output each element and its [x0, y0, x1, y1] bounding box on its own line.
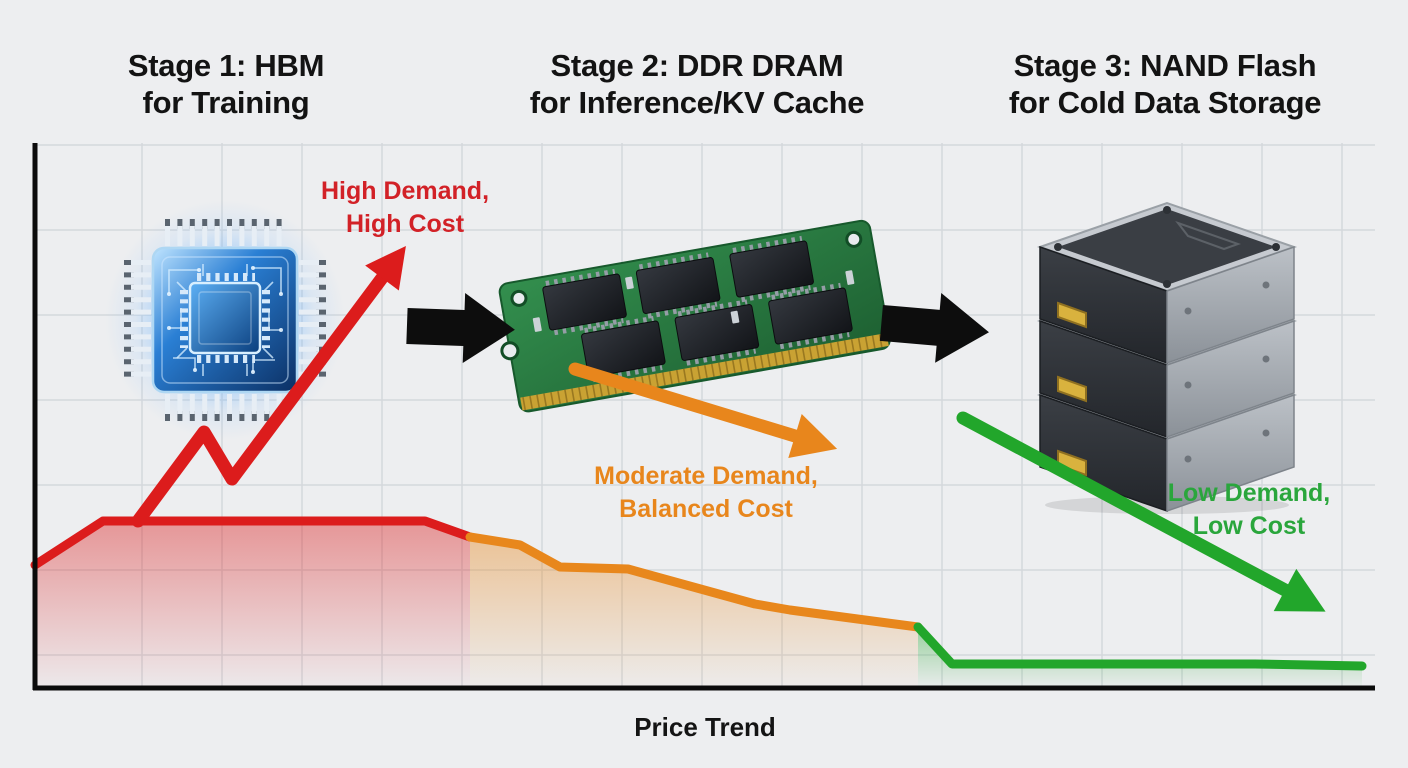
nand-annotation-line2: Low Cost	[1192, 512, 1306, 540]
stage1-title-line1: Stage 1: HBM	[127, 48, 325, 83]
hbm-annotation-line2: High Cost	[345, 210, 465, 238]
stage2-title-line1: Stage 2: DDR DRAM	[550, 48, 844, 83]
stage1-title-line2: for Training	[142, 85, 310, 120]
nand-annotation-line1: Low Demand,	[1167, 479, 1331, 507]
dram-annotation-line1: Moderate Demand,	[594, 462, 818, 490]
stage3-title: Stage 3: NAND Flash for Cold Data Storag…	[1008, 47, 1322, 121]
hbm-annotation-line1: High Demand,	[320, 177, 490, 205]
hbm-annotation: High Demand, High Cost	[321, 175, 489, 241]
dram-annotation-line2: Balanced Cost	[619, 495, 793, 523]
stage3-title-line1: Stage 3: NAND Flash	[1013, 48, 1317, 83]
nand-annotation: Low Demand, Low Cost	[1168, 477, 1331, 543]
flow-arrow-right-icon	[406, 292, 515, 363]
x-axis-label: Price Trend	[634, 712, 776, 742]
stage3-title-line2: for Cold Data Storage	[1008, 85, 1322, 120]
hbm-chip-icon	[105, 200, 345, 440]
stage2-title-line2: for Inference/KV Cache	[529, 85, 865, 120]
stage1-title: Stage 1: HBM for Training	[127, 47, 325, 121]
stage2-title: Stage 2: DDR DRAM for Inference/KV Cache	[530, 47, 865, 121]
nand-stack-icon	[1036, 201, 1298, 514]
dram-annotation: Moderate Demand, Balanced Cost	[594, 460, 818, 526]
flow-arrow-right-icon	[879, 292, 989, 363]
